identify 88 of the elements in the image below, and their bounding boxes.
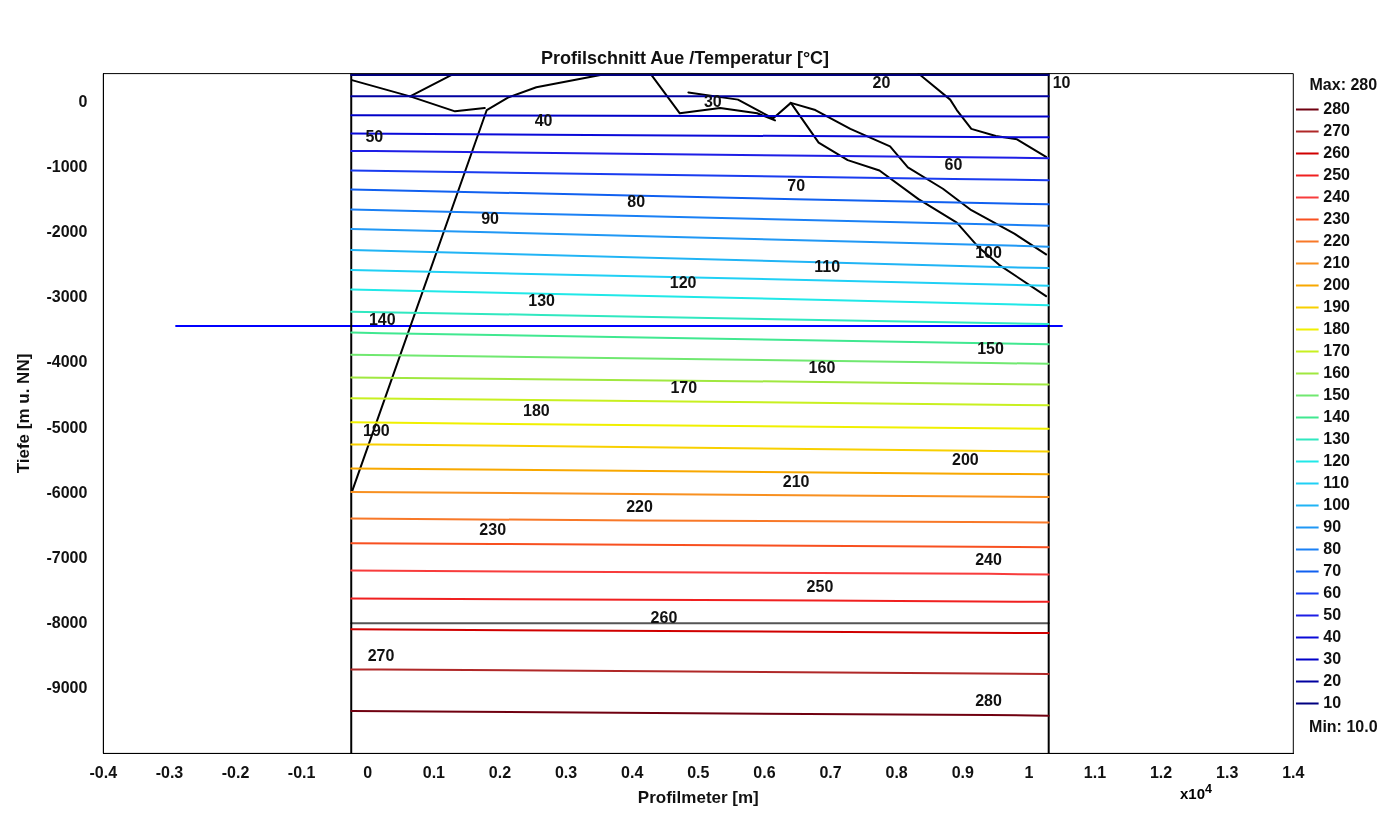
- x-tick-label: 0: [363, 764, 373, 782]
- text: x10$^{4}$: [1180, 782, 1212, 802]
- legend-label: 70: [1323, 561, 1342, 579]
- legend-label: 270: [1323, 121, 1351, 139]
- legend-label: 210: [1323, 253, 1351, 271]
- text: 90: [481, 209, 499, 227]
- x-tick-label: -0.4: [89, 764, 118, 782]
- x-tick-label: 0.9: [951, 764, 974, 782]
- y-tick-label: -7000: [46, 548, 88, 566]
- legend-label: 180: [1323, 319, 1351, 337]
- text: 230: [479, 521, 507, 539]
- x-tick-label: 0.7: [819, 764, 842, 782]
- legend-label: 80: [1323, 539, 1342, 557]
- legend-label: 130: [1323, 429, 1351, 447]
- y-tick-label: -5000: [46, 418, 88, 436]
- text: 150: [977, 340, 1004, 358]
- text: 110: [814, 257, 841, 275]
- legend-label: 190: [1323, 297, 1351, 315]
- legend-label: 280: [1323, 99, 1351, 117]
- x-tick-label: 0.2: [488, 764, 512, 782]
- y-tick-label: -8000: [46, 613, 88, 631]
- text: 140: [368, 310, 396, 328]
- text: 10: [1052, 74, 1071, 92]
- text: 120: [669, 274, 697, 292]
- legend-label: 100: [1323, 495, 1351, 513]
- text: Min: 10.0: [1309, 717, 1378, 735]
- x-tick-label: 0.4: [621, 764, 644, 782]
- text: 180: [523, 401, 550, 419]
- y-tick-label: -6000: [46, 483, 88, 501]
- text: 200: [952, 451, 979, 469]
- legend-label: 250: [1323, 165, 1351, 183]
- y-tick-label: -1000: [46, 158, 88, 176]
- text: 250: [806, 577, 834, 595]
- text: 60: [944, 156, 963, 174]
- x-tick-label: 0.5: [687, 764, 710, 782]
- text: 220: [626, 497, 653, 515]
- legend-label: 220: [1323, 231, 1351, 249]
- x-tick-label: 1: [1024, 764, 1034, 782]
- x-tick-label: 1.2: [1149, 764, 1173, 782]
- legend-label: 60: [1323, 583, 1342, 601]
- legend-label: 40: [1323, 627, 1342, 645]
- text: 270: [367, 646, 395, 664]
- text: 240: [975, 551, 1002, 569]
- text: 160: [808, 359, 836, 377]
- legend-label: 200: [1323, 275, 1351, 293]
- x-tick-label: 0.1: [422, 764, 446, 782]
- y-tick-label: -2000: [46, 223, 88, 241]
- y-tick-label: -3000: [46, 288, 88, 306]
- text: 80: [627, 193, 646, 211]
- text: 70: [787, 176, 806, 194]
- y-tick-label: -9000: [46, 678, 88, 696]
- legend-label: 10: [1323, 693, 1342, 711]
- x-tick-label: 1.3: [1216, 764, 1239, 782]
- text: 170: [670, 378, 698, 396]
- x-tick-label: 0.3: [554, 764, 578, 782]
- text: 40: [534, 112, 553, 130]
- legend-label: 170: [1323, 341, 1351, 359]
- y-axis-title: Tiefe [m u. NN]: [13, 353, 33, 474]
- chart-title: Profilschnitt Aue /Temperatur [°C]: [540, 47, 830, 68]
- text: 130: [528, 292, 555, 310]
- legend-label: 230: [1323, 209, 1351, 227]
- legend-label: 260: [1323, 143, 1351, 161]
- legend-label: 150: [1323, 385, 1351, 403]
- legend-label: 140: [1323, 407, 1351, 425]
- legend-label: 240: [1323, 187, 1351, 205]
- legend-label: 50: [1323, 605, 1342, 623]
- x-tick-label: 0.6: [753, 764, 776, 782]
- x-tick-label: 1.1: [1083, 764, 1107, 782]
- text: 30: [703, 93, 722, 111]
- x-tick-label: 1.4: [1282, 764, 1305, 782]
- legend-label: 160: [1323, 363, 1351, 381]
- y-tick-label: -4000: [46, 353, 88, 371]
- x-tick-label: -0.3: [155, 764, 184, 782]
- legend-label: 120: [1323, 451, 1351, 469]
- x-tick-label: 0.8: [885, 764, 908, 782]
- legend-label: 110: [1323, 473, 1350, 491]
- legend-label: 30: [1323, 649, 1342, 667]
- text: 20: [872, 73, 891, 91]
- text: 260: [650, 608, 678, 626]
- text: 280: [975, 692, 1002, 710]
- text: 210: [782, 472, 810, 490]
- legend-label: 20: [1323, 671, 1342, 689]
- legend-label: 90: [1323, 517, 1342, 535]
- x-tick-label: -0.1: [287, 764, 316, 782]
- text: Max: 280: [1309, 75, 1378, 93]
- y-tick-label: 0: [78, 93, 88, 111]
- x-axis-title: Profilmeter [m]: [637, 788, 759, 808]
- x-tick-label: -0.2: [221, 764, 250, 782]
